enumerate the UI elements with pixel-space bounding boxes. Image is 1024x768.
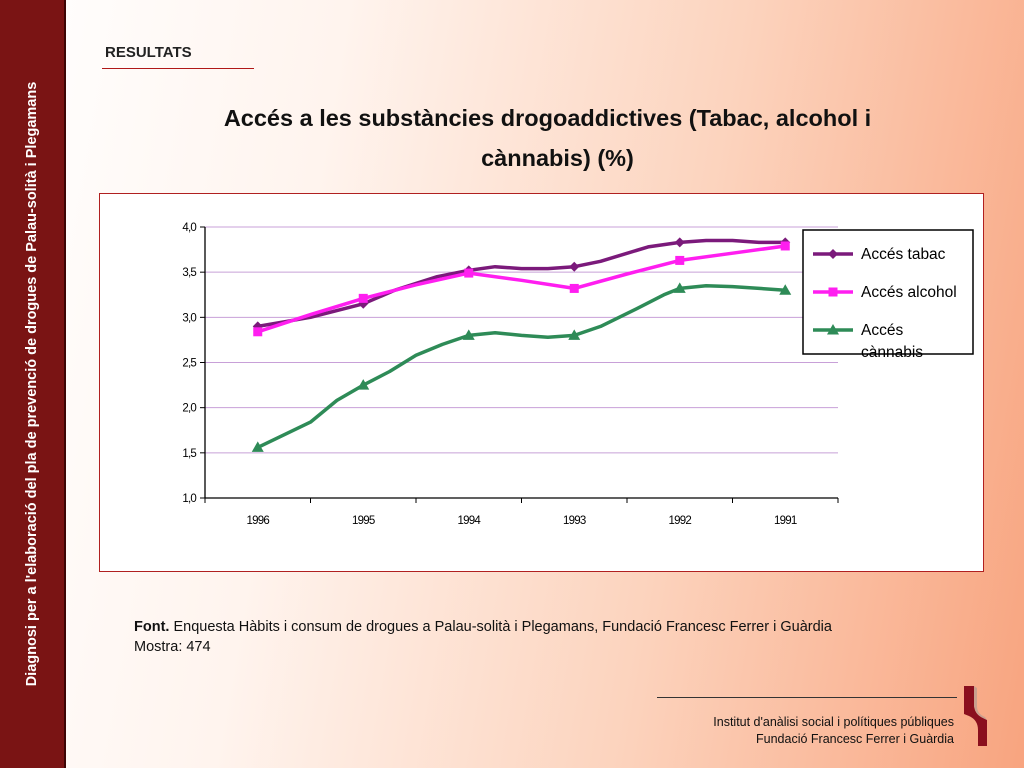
- series-line-acc-s-tabac: [256, 238, 788, 329]
- data-point-acc-s-c-nnabis: [462, 329, 475, 340]
- section-label: RESULTATS: [105, 44, 192, 61]
- section-underline: [102, 68, 254, 69]
- data-point-acc-s-c-nnabis: [357, 379, 370, 390]
- y-tick-label: 3,0: [182, 312, 196, 324]
- x-tick-label: 1995: [352, 515, 375, 527]
- data-point-acc-s-c-nnabis: [568, 329, 581, 340]
- x-tick-label: 1994: [458, 515, 482, 527]
- source-text: Enquesta Hàbits i consum de drogues a Pa…: [169, 619, 832, 635]
- footer: Institut d'anàlisi social i polítiques p…: [713, 714, 954, 748]
- data-point-acc-s-c-nnabis: [673, 282, 686, 293]
- data-point-acc-s-c-nnabis: [251, 441, 264, 452]
- title-line-2: cànnabis) (%): [481, 145, 634, 171]
- legend-label: Accés tabac: [861, 246, 946, 263]
- x-tick-label: 1991: [774, 515, 797, 527]
- legend-swatch-marker: [828, 287, 838, 297]
- legend-swatch-marker: [828, 249, 838, 259]
- sidebar: Diagnosi per a l'elaboració del pla de p…: [0, 0, 66, 768]
- x-tick-label: 1993: [563, 515, 586, 527]
- line-chart: 1,0 1,5 2,0 2,5 3,0 3,5 4,0 1996 1995 1994 1993 199…: [182, 222, 974, 527]
- footer-divider: [657, 697, 957, 698]
- x-tick-label: 1996: [247, 515, 270, 527]
- data-point-acc-s-tabac: [674, 237, 685, 248]
- foundation-logo-icon: [964, 686, 987, 746]
- chart-frame: 1,0 1,5 2,0 2,5 3,0 3,5 4,0 1996 1995 1994 1993 199…: [99, 193, 984, 572]
- page-title: Accés a les substàncies drogoaddictives …: [120, 98, 975, 178]
- y-tick-label: 1,5: [182, 448, 196, 460]
- title-line-1: Accés a les substàncies drogoaddictives …: [223, 105, 872, 131]
- legend-label: Accés: [861, 322, 903, 339]
- data-point-acc-s-alcohol: [358, 293, 368, 303]
- y-tick-label: 3,5: [182, 267, 196, 279]
- sample-size: Mostra: 474: [134, 639, 211, 655]
- footer-foundation: Fundació Francesc Ferrer i Guàrdia: [756, 732, 954, 746]
- y-tick-label: 2,0: [182, 403, 196, 415]
- data-point-acc-s-tabac: [569, 261, 580, 272]
- legend-swatch-marker: [827, 324, 839, 335]
- data-point-acc-s-alcohol: [780, 241, 790, 251]
- y-tick-label: 4,0: [182, 222, 196, 234]
- series-line-acc-s-alcohol: [256, 244, 788, 334]
- footer-institute: Institut d'anàlisi social i polítiques p…: [713, 715, 954, 729]
- legend-label: Accés alcohol: [861, 284, 957, 301]
- data-point-acc-s-c-nnabis: [779, 284, 792, 295]
- x-tick-label: 1992: [669, 515, 692, 527]
- data-point-acc-s-alcohol: [253, 327, 263, 337]
- sidebar-title: Diagnosi per a l'elaboració del pla de p…: [24, 81, 40, 687]
- data-point-acc-s-tabac: [358, 298, 369, 309]
- data-point-acc-s-alcohol: [675, 255, 685, 265]
- legend-label: cànnabis: [861, 344, 923, 361]
- y-tick-label: 2,5: [182, 358, 196, 370]
- source-label: Font.: [134, 619, 170, 635]
- source-note: Font. Enquesta Hàbits i consum de drogue…: [134, 617, 832, 657]
- data-point-acc-s-alcohol: [464, 268, 474, 278]
- data-point-acc-s-alcohol: [569, 283, 579, 293]
- y-tick-label: 1,0: [182, 493, 196, 505]
